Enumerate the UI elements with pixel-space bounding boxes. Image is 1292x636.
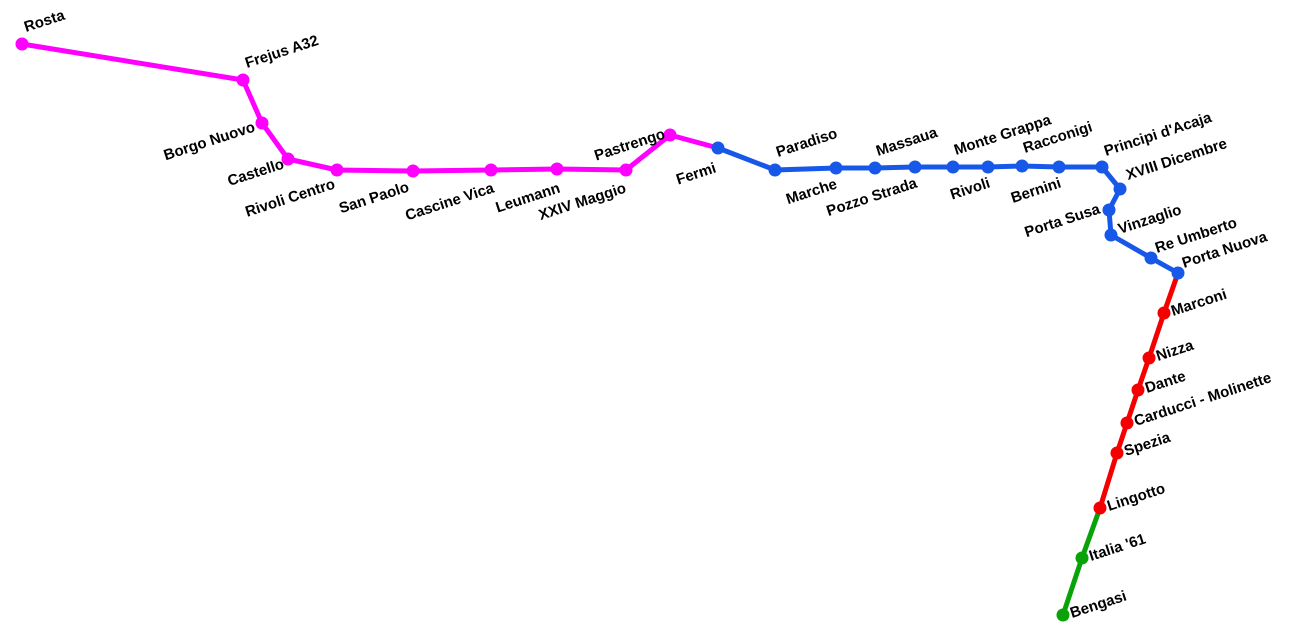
station-label-rivoli: Rivoli <box>948 175 992 204</box>
station-dot-dante <box>1131 383 1145 397</box>
station-dot-marconi <box>1157 306 1171 320</box>
station-label-bengasi: Bengasi <box>1068 588 1129 622</box>
station-dot-monte-grappa <box>946 160 960 174</box>
station-dot-vinzaglio <box>1104 228 1118 242</box>
station-label-bernini: Bernini <box>1009 175 1063 207</box>
station-dot-san-paolo <box>406 164 420 178</box>
station-dot-porta-susa <box>1102 203 1116 217</box>
station-dot-frejus-a32 <box>236 73 250 87</box>
station-dot-bernini <box>1052 160 1066 174</box>
station-dot-leumann <box>550 162 564 176</box>
station-dot-re-umberto <box>1144 251 1158 265</box>
station-label-vinzaglio: Vinzaglio <box>1116 201 1184 237</box>
station-dot-lingotto <box>1093 501 1107 515</box>
station-label-pastrengo: Pastrengo <box>592 126 667 165</box>
station-dot-xviii-dicembre <box>1113 182 1127 196</box>
station-label-rivoli-centro: Rivoli Centro <box>243 176 337 221</box>
station-label-pozzo-strada: Pozzo Strada <box>824 174 919 219</box>
station-dot-principi-d-acaja <box>1095 160 1109 174</box>
station-dot-xxiv-maggio <box>619 163 633 177</box>
station-label-rosta: Rosta <box>22 7 68 36</box>
station-dot-paradiso <box>768 163 782 177</box>
station-dot-massaua <box>868 161 882 175</box>
station-label-dante: Dante <box>1143 368 1188 397</box>
station-dot-italia-61 <box>1075 551 1089 565</box>
station-dot-carducci-molinette <box>1120 416 1134 430</box>
station-dot-fermi <box>711 141 725 155</box>
station-dot-pastrengo <box>663 128 677 142</box>
station-dot-marche <box>829 161 843 175</box>
station-label-castello: Castello <box>225 156 286 190</box>
station-dot-borgo-nuovo <box>255 116 269 130</box>
station-label-frejus-a32: Frejus A32 <box>243 32 321 72</box>
station-dot-rivoli-centro <box>330 163 344 177</box>
station-dot-pozzo-strada <box>908 160 922 174</box>
station-dot-racconigi <box>1015 159 1029 173</box>
station-label-porta-susa: Porta Susa <box>1022 200 1102 241</box>
station-label-cascine-vica: Cascine Vica <box>403 179 497 224</box>
station-dot-rivoli <box>981 160 995 174</box>
station-label-borgo-nuovo: Borgo Nuovo <box>162 119 258 165</box>
station-dot-spezia <box>1110 446 1124 460</box>
station-label-spezia: Spezia <box>1122 429 1173 460</box>
station-dot-rosta <box>15 37 29 51</box>
station-dot-cascine-vica <box>484 163 498 177</box>
station-dot-bengasi <box>1056 608 1070 622</box>
station-label-nizza: Nizza <box>1154 337 1196 365</box>
station-label-massaua: Massaua <box>874 124 940 160</box>
station-label-paradiso: Paradiso <box>774 125 840 161</box>
station-dot-castello <box>281 152 295 166</box>
station-label-lingotto: Lingotto <box>1105 480 1167 515</box>
station-label-fermi: Fermi <box>674 160 718 189</box>
station-label-marconi: Marconi <box>1169 286 1229 320</box>
station-dot-porta-nuova <box>1171 266 1185 280</box>
station-dot-nizza <box>1142 351 1156 365</box>
station-label-san-paolo: San Paolo <box>337 179 411 218</box>
station-label-italia-61: Italia '61 <box>1087 531 1148 565</box>
